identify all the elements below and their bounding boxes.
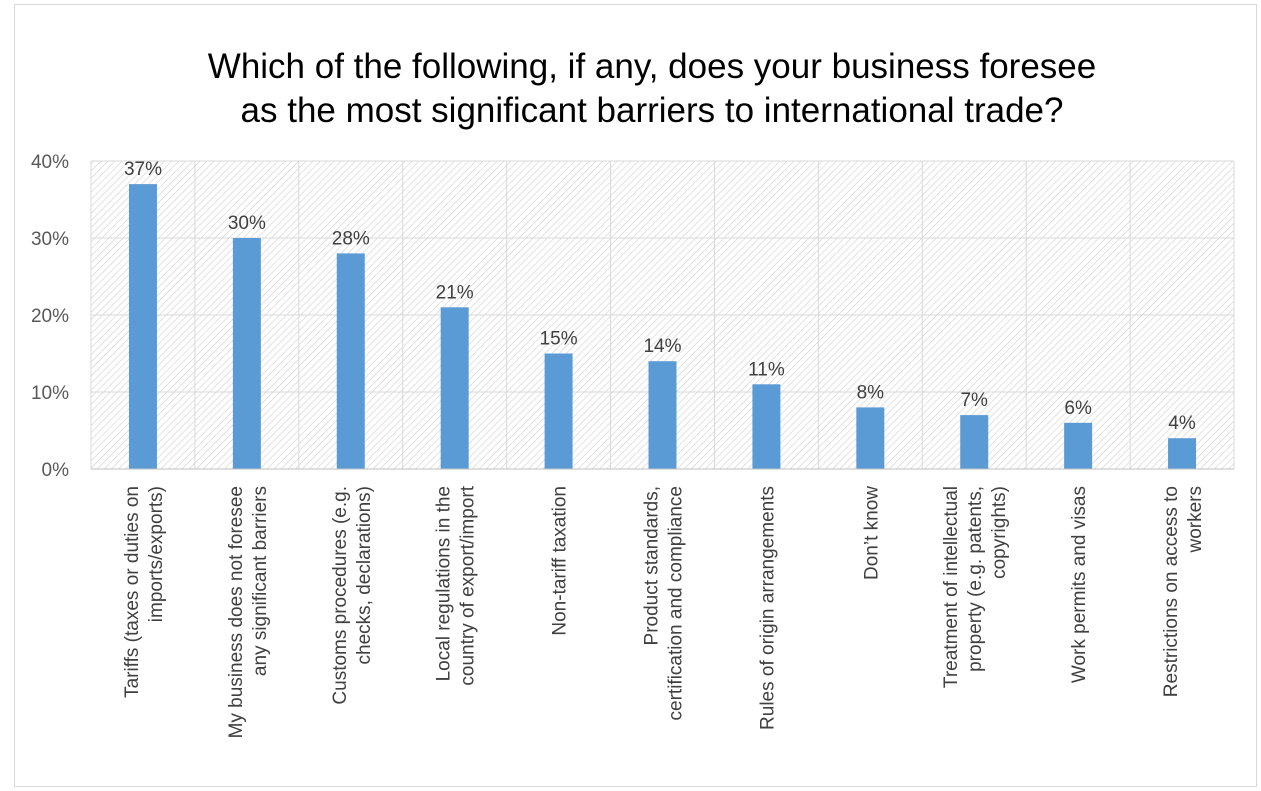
category-label-7-line-0: Don’t know — [861, 486, 882, 580]
category-label-4: Non-tariff taxation — [550, 486, 571, 636]
y-tick-label-3: 30% — [31, 229, 69, 250]
data-label-3: 21% — [436, 282, 474, 303]
bar-9 — [1064, 422, 1093, 469]
bar-6 — [752, 384, 781, 469]
data-labels: 37% 30% 28% 21% 15% 14% 11% 8% 7% 6% 4% — [124, 159, 1196, 434]
category-label-5-line-0: Product standards, — [642, 486, 663, 645]
data-label-0: 37% — [124, 159, 162, 180]
category-label-1-line-1: any significant barriers — [250, 486, 271, 676]
data-label-2: 28% — [332, 228, 370, 249]
category-label-0-line-0: Tariffs (taxes or duties on — [122, 486, 143, 698]
y-axis-tick-labels: 0% 10% 20% 30% 40% — [31, 152, 69, 481]
category-label-9-line-0: Work permits and visas — [1069, 486, 1090, 683]
bars — [128, 184, 1197, 469]
bar-8 — [960, 415, 989, 469]
bar-2 — [336, 253, 365, 469]
category-label-3-line-1: country of export/import — [458, 485, 479, 685]
data-label-1: 30% — [228, 213, 266, 234]
category-label-10: Restrictions on access to workers — [1161, 486, 1206, 697]
category-label-5-line-1: certification and compliance — [666, 486, 687, 720]
gridlines — [90, 160, 1235, 470]
category-label-5: Product standards, certification and comp… — [642, 486, 687, 720]
category-label-2-line-1: checks, declarations) — [354, 486, 375, 664]
category-label-3-line-0: Local regulations in the — [434, 486, 455, 681]
category-label-8-line-2: copyrights) — [989, 486, 1010, 579]
category-label-2-line-0: Customs procedures (e.g. — [330, 486, 351, 705]
bar-5 — [648, 361, 677, 469]
y-tick-label-1: 10% — [31, 383, 69, 404]
category-label-10-line-0: Restrictions on access to — [1161, 486, 1182, 697]
category-label-8: Treatment of intellectual property (e.g. … — [941, 486, 1010, 688]
category-label-0-line-1: imports/exports) — [146, 486, 167, 622]
data-label-4: 15% — [540, 329, 578, 350]
category-label-7: Don’t know — [861, 486, 882, 580]
bar-0 — [128, 184, 157, 469]
category-labels: Tariffs (taxes or duties on imports/expor… — [122, 485, 1206, 738]
category-label-0: Tariffs (taxes or duties on imports/expor… — [122, 486, 167, 698]
data-label-6: 11% — [748, 359, 785, 380]
data-label-5: 14% — [643, 336, 681, 357]
category-label-2: Customs procedures (e.g. checks, declarat… — [330, 486, 375, 705]
y-tick-label-2: 20% — [31, 306, 69, 327]
y-tick-label-4: 40% — [31, 152, 69, 173]
bar-10 — [1168, 438, 1197, 469]
data-label-9: 6% — [1064, 398, 1092, 419]
category-label-10-line-1: workers — [1185, 486, 1206, 554]
chart-title-line-1: Which of the following, if any, does you… — [208, 47, 1096, 86]
category-label-8-line-1: property (e.g. patents, — [965, 486, 986, 672]
category-label-8-line-0: Treatment of intellectual — [941, 486, 962, 688]
chart-title-line-2: as the most significant barriers to inte… — [241, 91, 1064, 130]
category-label-1: My business does not foresee any signific… — [226, 486, 271, 738]
category-label-1-line-0: My business does not foresee — [226, 486, 247, 738]
category-label-6-line-0: Rules of origin arrangements — [757, 486, 778, 730]
data-label-10: 4% — [1168, 413, 1196, 434]
category-label-6: Rules of origin arrangements — [757, 486, 778, 730]
chart-title: Which of the following, if any, does you… — [208, 47, 1096, 130]
bar-1 — [232, 238, 261, 469]
category-label-3: Local regulations in the country of expor… — [434, 485, 479, 685]
category-label-4-line-0: Non-tariff taxation — [550, 486, 571, 636]
data-label-7: 8% — [857, 382, 885, 403]
bar-4 — [544, 353, 573, 469]
category-label-9: Work permits and visas — [1069, 486, 1090, 683]
bar-3 — [440, 307, 469, 469]
bar-7 — [856, 407, 885, 469]
y-tick-label-0: 0% — [42, 460, 70, 481]
data-label-8: 7% — [960, 390, 988, 411]
